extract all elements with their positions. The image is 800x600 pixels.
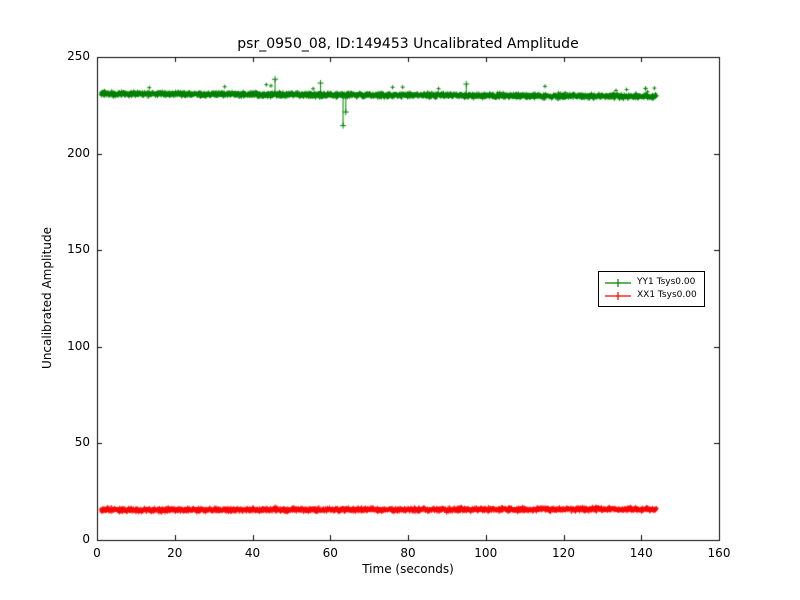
legend-label-xx1: XX1 Tsys0.00 — [637, 290, 697, 300]
y-tick-label: 200 — [67, 145, 90, 160]
x-tick-label: 0 — [93, 546, 101, 560]
legend-label-yy1: YY1 Tsys0.00 — [637, 277, 696, 287]
y-tick-label: 150 — [67, 242, 90, 257]
y-tick-label: 250 — [67, 49, 90, 63]
legend-line-xx1-icon — [605, 291, 631, 300]
x-tick-label: 20 — [167, 546, 183, 560]
x-tick-label: 160 — [707, 546, 731, 560]
legend-line-yy1-icon — [605, 278, 631, 287]
y-tick-label: 50 — [74, 435, 90, 450]
x-tick-label: 40 — [244, 546, 261, 560]
legend-entry-xx1: XX1 Tsys0.00 — [604, 289, 697, 302]
chart-title: psr_0950_08, ID:149453 Uncalibrated Ampl… — [237, 36, 579, 52]
legend: YY1 Tsys0.00 XX1 Tsys0.00 — [598, 271, 705, 307]
x-tick-label: 140 — [629, 546, 653, 560]
x-tick-label: 80 — [400, 546, 416, 560]
x-tick-label: 60 — [322, 546, 338, 560]
y-tick-label: 100 — [67, 338, 90, 353]
x-tick-label: 120 — [552, 546, 575, 560]
x-tick-label: 100 — [474, 546, 498, 560]
y-tick-label: 0 — [82, 532, 90, 546]
legend-entry-yy1: YY1 Tsys0.00 — [604, 276, 697, 289]
x-axis-label: Time (seconds) — [362, 562, 454, 576]
